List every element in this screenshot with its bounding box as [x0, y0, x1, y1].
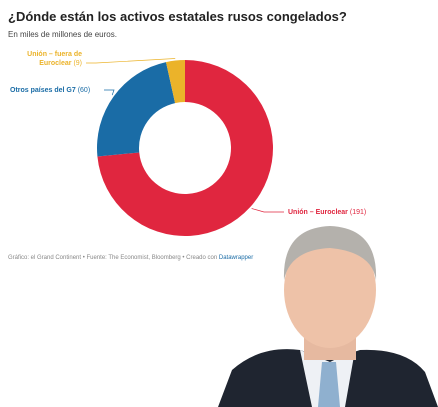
label-name: Unión – Euroclear — [288, 209, 348, 216]
label-name: Unión – fuera de Euroclear — [27, 51, 82, 67]
slice-label: Unión – Euroclear (191) — [288, 208, 408, 217]
pie-slice — [97, 62, 176, 157]
pie-slice — [97, 60, 273, 236]
leader-line — [86, 58, 176, 64]
photo — [218, 225, 438, 407]
chart-subtitle: En miles de millones de euros. — [8, 30, 117, 39]
source-note: Gráfico: el Grand Continent • Fuente: Th… — [8, 255, 253, 261]
leader-line — [104, 89, 115, 96]
value-label: (9) — [73, 60, 82, 67]
slice-label: Unión – fuera de Euroclear (9) — [10, 50, 82, 68]
leader-line — [251, 208, 284, 213]
slice-label: Otros países del G7 (60) — [10, 86, 100, 95]
source: Gráfico: el Grand Continent • Fuente: Th… — [8, 255, 218, 261]
label-name: Otros países del G7 — [10, 87, 76, 94]
credit-link[interactable]: Datawrapper — [218, 255, 254, 261]
value-label: (191) — [349, 209, 367, 216]
pie-slice — [166, 60, 185, 104]
chart-title: ¿Dónde están los activos estatales rusos… — [8, 9, 347, 24]
value-label: (60) — [77, 87, 91, 94]
